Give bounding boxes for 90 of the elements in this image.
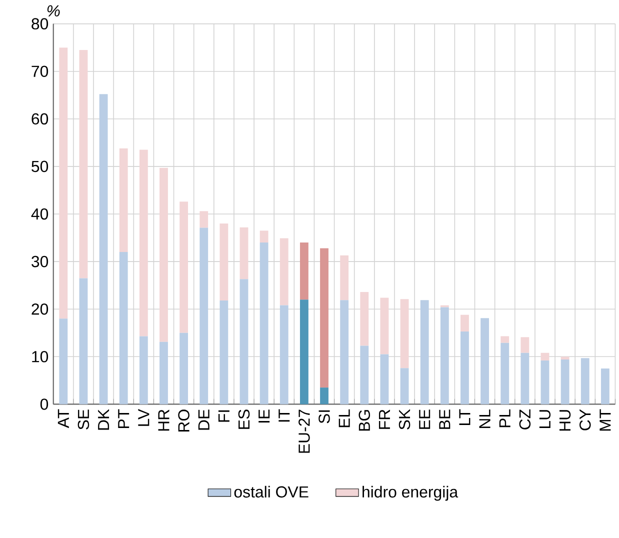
bar bbox=[460, 315, 469, 332]
x-tick-label: ES bbox=[238, 410, 250, 430]
bar bbox=[119, 252, 128, 404]
bar bbox=[280, 305, 288, 404]
x-tick-label: SE bbox=[78, 410, 90, 430]
legend-label: hidro energija bbox=[362, 486, 458, 501]
x-tick-label: DE bbox=[198, 410, 210, 430]
bar bbox=[560, 360, 570, 404]
x-tick-label: HR bbox=[158, 410, 170, 431]
bar bbox=[260, 230, 268, 243]
bar bbox=[340, 300, 349, 404]
x-tick-label: CZ bbox=[519, 410, 531, 430]
bar bbox=[99, 94, 108, 404]
bar bbox=[500, 336, 510, 344]
bar bbox=[240, 228, 248, 280]
x-tick-label: IT bbox=[278, 409, 290, 422]
bar bbox=[320, 248, 328, 388]
x-tick-label: IE bbox=[258, 410, 270, 423]
bar bbox=[79, 50, 88, 278]
bar bbox=[200, 228, 208, 404]
bar bbox=[360, 346, 369, 404]
bar bbox=[580, 358, 590, 404]
bar bbox=[160, 168, 168, 342]
bar bbox=[300, 300, 308, 404]
x-tick-label: EU-27 bbox=[298, 410, 310, 453]
y-tick-label: 70 bbox=[32, 66, 48, 78]
x-tick-label: SK bbox=[398, 409, 410, 430]
y-tick-label: 40 bbox=[31, 208, 48, 220]
bar bbox=[380, 298, 389, 354]
x-tick-label: EE bbox=[419, 410, 430, 430]
bar bbox=[440, 307, 449, 404]
bar bbox=[460, 332, 469, 404]
bar bbox=[59, 48, 68, 319]
bar bbox=[79, 278, 88, 404]
x-tick-label: RO bbox=[178, 410, 190, 432]
bar bbox=[400, 299, 409, 368]
x-tick-label: LV bbox=[138, 409, 150, 426]
bar bbox=[180, 202, 188, 334]
bar bbox=[139, 150, 148, 336]
y-tick-label: 50 bbox=[32, 160, 48, 172]
bar bbox=[59, 318, 68, 404]
x-tick-label: HU bbox=[560, 410, 571, 431]
y-tick-label: 30 bbox=[32, 256, 48, 268]
x-tick-label: FI bbox=[218, 410, 230, 422]
bar bbox=[560, 356, 570, 360]
bar bbox=[180, 333, 188, 404]
bar bbox=[360, 292, 369, 346]
bar bbox=[320, 388, 328, 404]
y-tick-label: 10 bbox=[32, 351, 48, 362]
bar bbox=[420, 300, 429, 404]
x-tick-label: AT bbox=[58, 409, 69, 428]
x-tick-label: LT bbox=[459, 409, 470, 426]
bar bbox=[600, 368, 610, 404]
bar bbox=[300, 242, 308, 300]
y-axis-title: % bbox=[47, 5, 60, 17]
bar bbox=[240, 279, 248, 404]
x-tick-label: PL bbox=[499, 410, 510, 428]
y-tick-label: 80 bbox=[32, 18, 48, 30]
x-tick-label: FR bbox=[378, 410, 390, 430]
bar bbox=[260, 242, 268, 404]
bar bbox=[220, 224, 228, 301]
bar bbox=[480, 318, 490, 404]
bar bbox=[400, 368, 409, 404]
bar bbox=[520, 337, 530, 354]
x-tick-label: DK bbox=[98, 409, 110, 430]
legend-label: ostali OVE bbox=[234, 486, 308, 498]
bar bbox=[280, 238, 288, 306]
x-tick-label: MT bbox=[600, 409, 611, 431]
x-tick-label: BG bbox=[358, 410, 370, 431]
bar bbox=[500, 343, 510, 404]
x-tick-label: CY bbox=[579, 409, 591, 430]
bar bbox=[380, 354, 389, 404]
bar bbox=[139, 336, 148, 404]
x-tick-label: EL bbox=[338, 410, 350, 428]
bar bbox=[160, 342, 168, 404]
x-tick-label: PT bbox=[118, 409, 130, 428]
bar bbox=[119, 148, 128, 252]
x-tick-label: NL bbox=[479, 410, 490, 428]
bar bbox=[200, 211, 208, 228]
x-tick-label: SI bbox=[318, 410, 330, 424]
bar bbox=[340, 256, 349, 300]
y-tick-label: 0 bbox=[40, 398, 48, 410]
bar bbox=[520, 353, 530, 404]
y-tick-label: 20 bbox=[32, 304, 48, 315]
bar bbox=[540, 360, 550, 404]
x-tick-label: LU bbox=[539, 410, 551, 428]
bar bbox=[540, 353, 550, 361]
bar bbox=[220, 300, 228, 404]
x-tick-label: BE bbox=[439, 410, 450, 430]
y-tick-label: 60 bbox=[32, 113, 48, 125]
